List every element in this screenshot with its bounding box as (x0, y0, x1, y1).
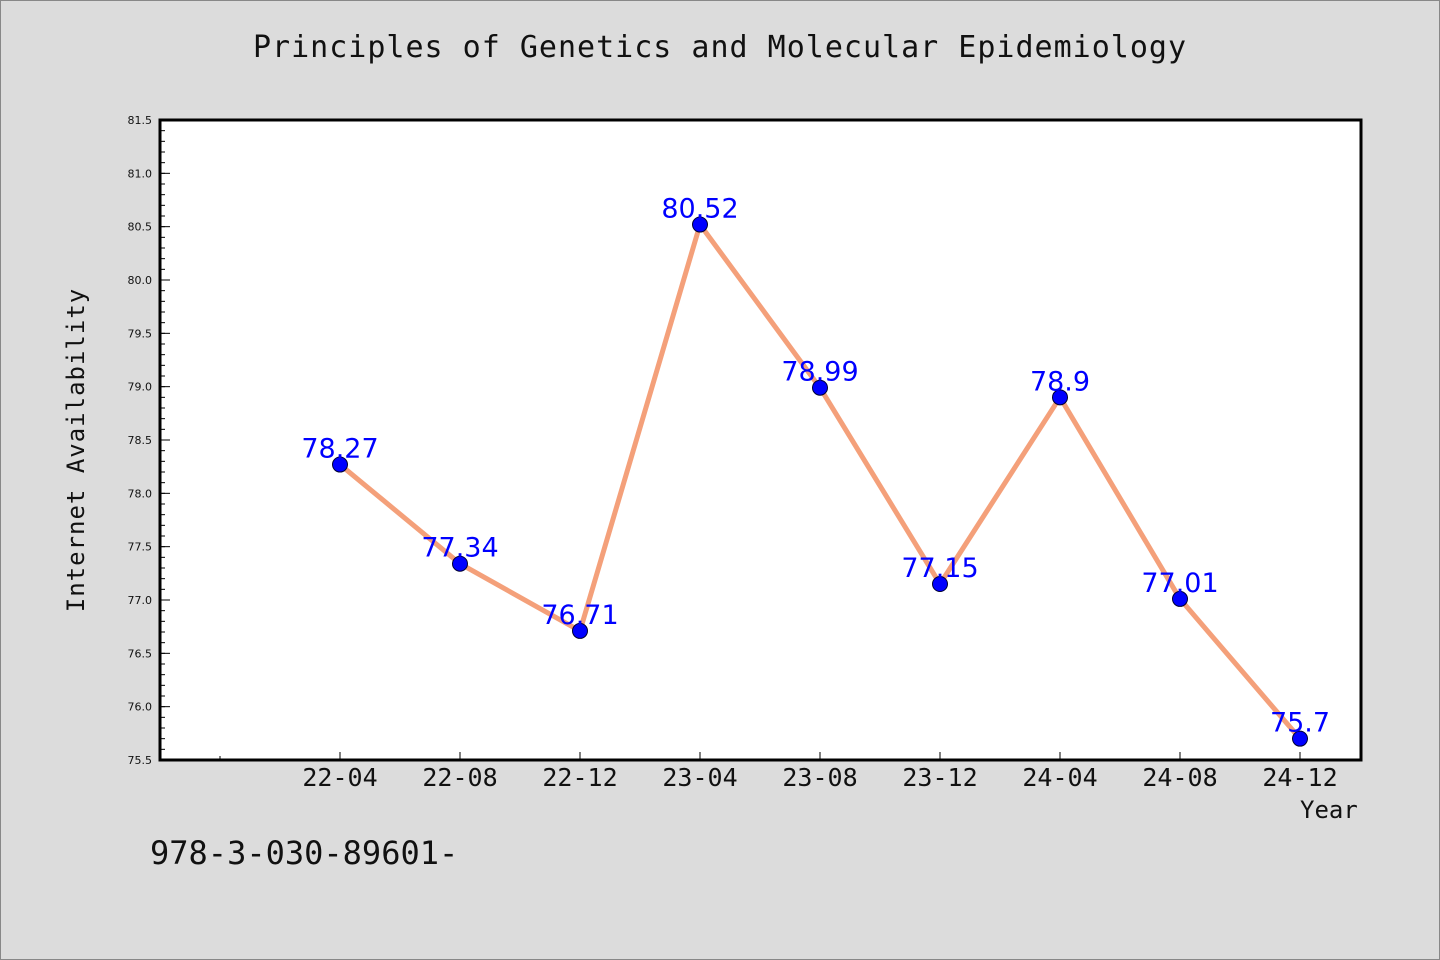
y-tick-label: 81.5 (128, 114, 153, 127)
x-tick-label: 22-08 (422, 763, 497, 792)
data-label: 80.52 (661, 194, 738, 225)
x-tick-label: 22-04 (302, 763, 377, 792)
data-label: 78.27 (301, 434, 378, 465)
data-point (1052, 389, 1068, 406)
y-tick-label: 75.5 (128, 754, 153, 767)
data-markers (332, 216, 1308, 747)
data-label: 76.71 (541, 600, 618, 631)
data-label: 78.99 (781, 357, 858, 388)
x-tick-label: 24-04 (1022, 763, 1097, 792)
y-tick-label: 77.5 (128, 541, 153, 554)
data-point (692, 216, 708, 233)
y-tick-label: 79.0 (128, 381, 153, 394)
x-axis-label: Year (1300, 796, 1358, 824)
data-label: 78.9 (1030, 366, 1090, 397)
x-tick-label: 22-12 (542, 763, 617, 792)
x-tick-label: 24-08 (1142, 763, 1217, 792)
x-tick-label: 23-04 (662, 763, 737, 792)
data-point (932, 576, 948, 592)
y-tick-label: 78.0 (128, 487, 153, 500)
data-label: 75.7 (1270, 708, 1330, 739)
data-labels: 78.27 77.34 76.71 80.52 78.99 77.15 78.9 77.01 7… (301, 194, 1330, 739)
y-tick-label: 76.5 (128, 647, 153, 660)
y-tick-label: 80.0 (128, 274, 153, 287)
x-tick-label: 24-12 (1262, 763, 1337, 792)
y-tick-label: 81.0 (128, 167, 153, 180)
y-tick-label: 79.5 (128, 327, 153, 340)
x-tick-label: 23-08 (782, 763, 857, 792)
chart-title: Principles of Genetics and Molecular Epi… (252, 30, 1187, 65)
data-point (572, 622, 588, 639)
x-axis: 22-04 22-08 22-12 23-04 23-08 23-12 24-04 24-08… (219, 752, 1338, 792)
plot-area (158, 118, 1363, 762)
data-point (1292, 730, 1308, 747)
y-tick-label: 77.0 (128, 594, 153, 607)
x-tick-label: 23-12 (902, 763, 977, 792)
y-tick-label: 78.5 (128, 434, 153, 447)
data-point (332, 456, 348, 473)
data-point (812, 379, 828, 396)
data-label: 77.15 (901, 553, 978, 584)
y-tick-label: 76.0 (128, 701, 153, 714)
y-tick-label: 80.5 (128, 221, 153, 234)
data-label: 77.01 (1141, 568, 1218, 599)
y-axis: 75.5 76.0 76.5 77.0 77.5 78.0 78.5 79.0 79.5 80.0… (128, 114, 170, 767)
data-point (1172, 590, 1188, 607)
data-point (452, 555, 468, 572)
data-label: 77.34 (421, 533, 498, 564)
footer-text: 978-3-030-89601- (150, 834, 459, 872)
